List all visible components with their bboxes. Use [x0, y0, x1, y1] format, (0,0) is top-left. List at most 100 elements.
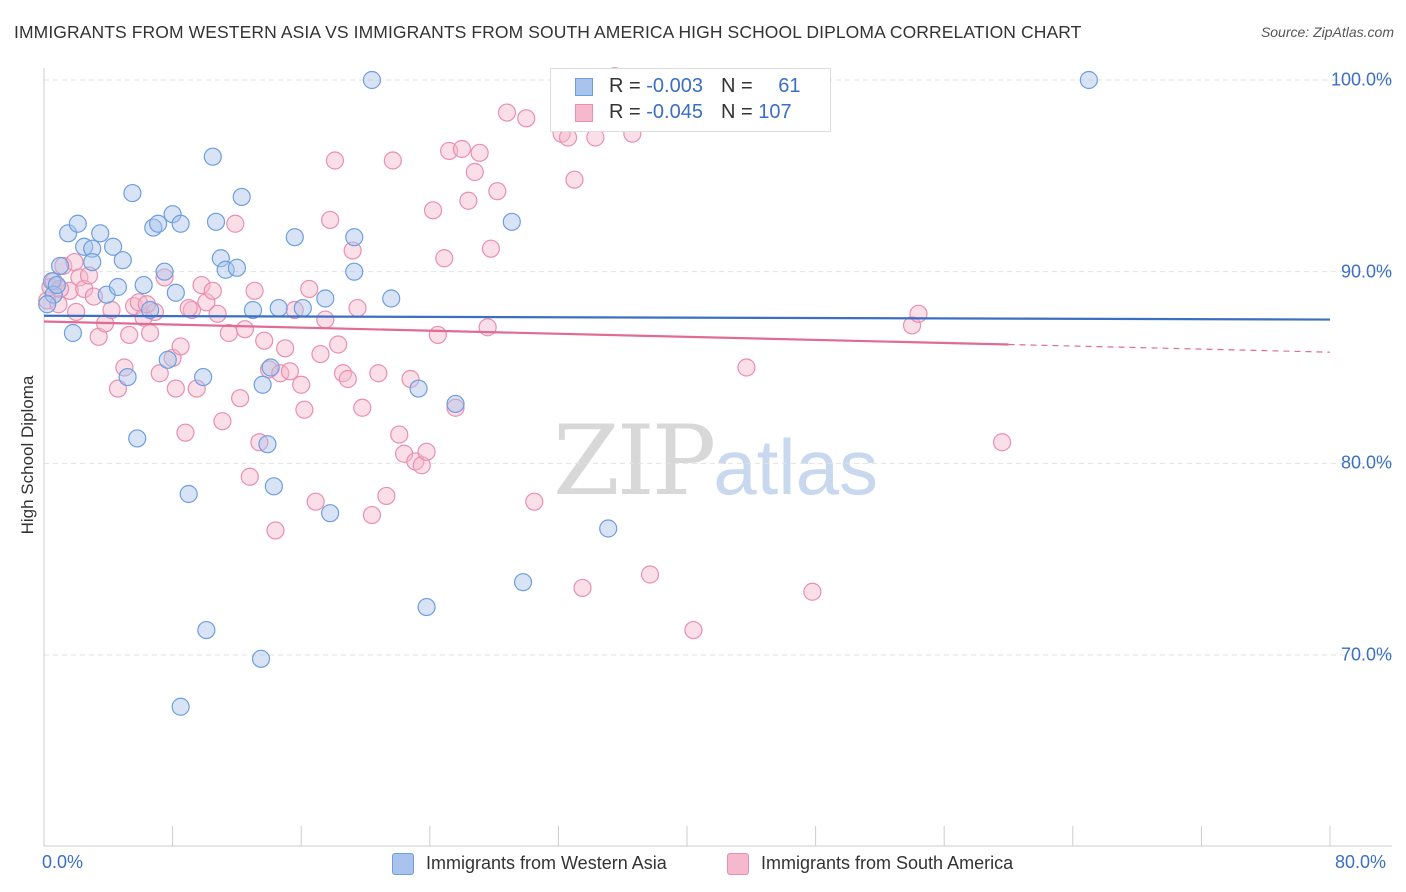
south-america-point	[255, 331, 274, 350]
western-asia-point	[251, 649, 271, 668]
western-asia-point	[123, 183, 142, 203]
western-asia-point	[197, 620, 216, 640]
western-asia-point	[83, 252, 102, 272]
south-america-point	[140, 323, 160, 343]
western-asia-point	[140, 300, 160, 320]
south-america-point	[208, 304, 227, 323]
y-tick-label: 90.0%	[1340, 261, 1392, 282]
legend-n-value: 61	[778, 75, 801, 97]
legend-swatch-pink	[727, 853, 749, 875]
western-asia-point	[194, 367, 213, 387]
south-america-point	[348, 298, 367, 318]
western-asia-point	[502, 212, 521, 231]
western-asia-point	[409, 379, 428, 398]
legend-row-text: R = -0.045 N = 107	[609, 101, 792, 123]
x-tick-max: 80.0%	[1335, 852, 1387, 872]
south-america-point	[266, 521, 285, 540]
south-america-point	[362, 505, 382, 525]
western-asia-point	[108, 277, 128, 297]
south-america-point	[902, 316, 922, 335]
south-america-point	[329, 335, 348, 354]
south-america-point	[377, 486, 396, 506]
western-asia-point	[206, 212, 226, 231]
south-america-points	[38, 67, 1012, 640]
south-america-point	[245, 281, 264, 300]
south-america-point	[115, 358, 134, 377]
south-america-point	[343, 241, 362, 260]
south-america-point	[306, 492, 325, 511]
south-america-point	[300, 279, 319, 299]
western-asia-trend-line	[43, 314, 1331, 321]
south-america-point	[383, 151, 402, 170]
western-asia-point	[362, 70, 382, 90]
south-america-point	[179, 298, 198, 318]
south-america-point	[203, 281, 222, 300]
trend-lines	[43, 314, 1331, 353]
western-asia-point	[253, 375, 272, 394]
south-america-point	[353, 398, 372, 417]
south-america-point	[311, 344, 330, 364]
western-asia-point	[599, 519, 618, 538]
western-asia-point	[258, 435, 277, 454]
south-america-point	[573, 578, 592, 598]
south-america-point	[155, 268, 174, 287]
south-america-point	[435, 249, 454, 268]
south-america-point	[137, 295, 156, 314]
south-america-point	[992, 433, 1012, 452]
western-asia-point	[113, 251, 132, 270]
south-america-point	[446, 398, 465, 417]
legend-swatch-blue	[575, 78, 593, 96]
south-america-point	[192, 275, 211, 295]
western-asia-point	[118, 367, 137, 387]
western-asia-point	[104, 237, 123, 256]
south-america-point	[684, 620, 703, 640]
western-asia-point	[243, 300, 263, 320]
south-america-point	[428, 325, 447, 345]
western-asia-point	[50, 256, 70, 276]
western-asia-point	[382, 289, 401, 308]
western-asia-point	[211, 249, 230, 268]
western-asia-point	[216, 260, 235, 279]
south-america-point	[488, 182, 507, 201]
western-asia-point	[158, 350, 177, 369]
south-america-point	[465, 162, 484, 182]
south-america-point	[497, 103, 517, 122]
south-america-point	[171, 337, 190, 356]
south-america-point	[235, 320, 255, 339]
south-america-point	[176, 423, 195, 442]
south-america-point	[292, 375, 311, 394]
western-asia-point	[227, 258, 246, 277]
western-asia-point	[134, 275, 153, 295]
western-asia-point	[83, 239, 102, 258]
western-asia-point	[179, 484, 198, 504]
south-america-trend-extension	[1008, 343, 1331, 353]
legend-swatch-blue	[392, 853, 414, 875]
y-tick-label: 100.0%	[1330, 69, 1392, 90]
south-america-point	[187, 379, 206, 398]
western-asia-point	[321, 504, 340, 523]
legend-swatch-pink	[575, 104, 593, 122]
south-america-point	[150, 364, 169, 383]
western-asia-point	[47, 275, 66, 295]
south-america-point	[452, 139, 472, 159]
south-america-point	[333, 364, 353, 383]
stats-legend: R = -0.003 N = 61 R = -0.045 N = 107	[550, 68, 831, 132]
western-asia-point	[38, 295, 57, 314]
south-america-point	[79, 266, 99, 285]
south-america-point	[525, 492, 544, 511]
south-america-point	[470, 143, 489, 162]
western-asia-point	[264, 477, 283, 496]
south-america-point	[67, 302, 86, 322]
south-america-point	[517, 109, 536, 128]
western-asia-point	[1079, 70, 1098, 90]
south-america-point	[280, 362, 300, 381]
south-america-point	[338, 369, 357, 389]
western-asia-point	[513, 573, 533, 592]
south-america-point	[321, 210, 340, 230]
legend-n-value: 107	[758, 101, 792, 123]
western-asia-point	[63, 323, 83, 343]
legend-row-text: R = -0.003 N = 61	[609, 75, 801, 97]
western-asia-point	[166, 283, 185, 302]
south-america-point	[120, 325, 139, 345]
south-america-point	[909, 304, 928, 323]
